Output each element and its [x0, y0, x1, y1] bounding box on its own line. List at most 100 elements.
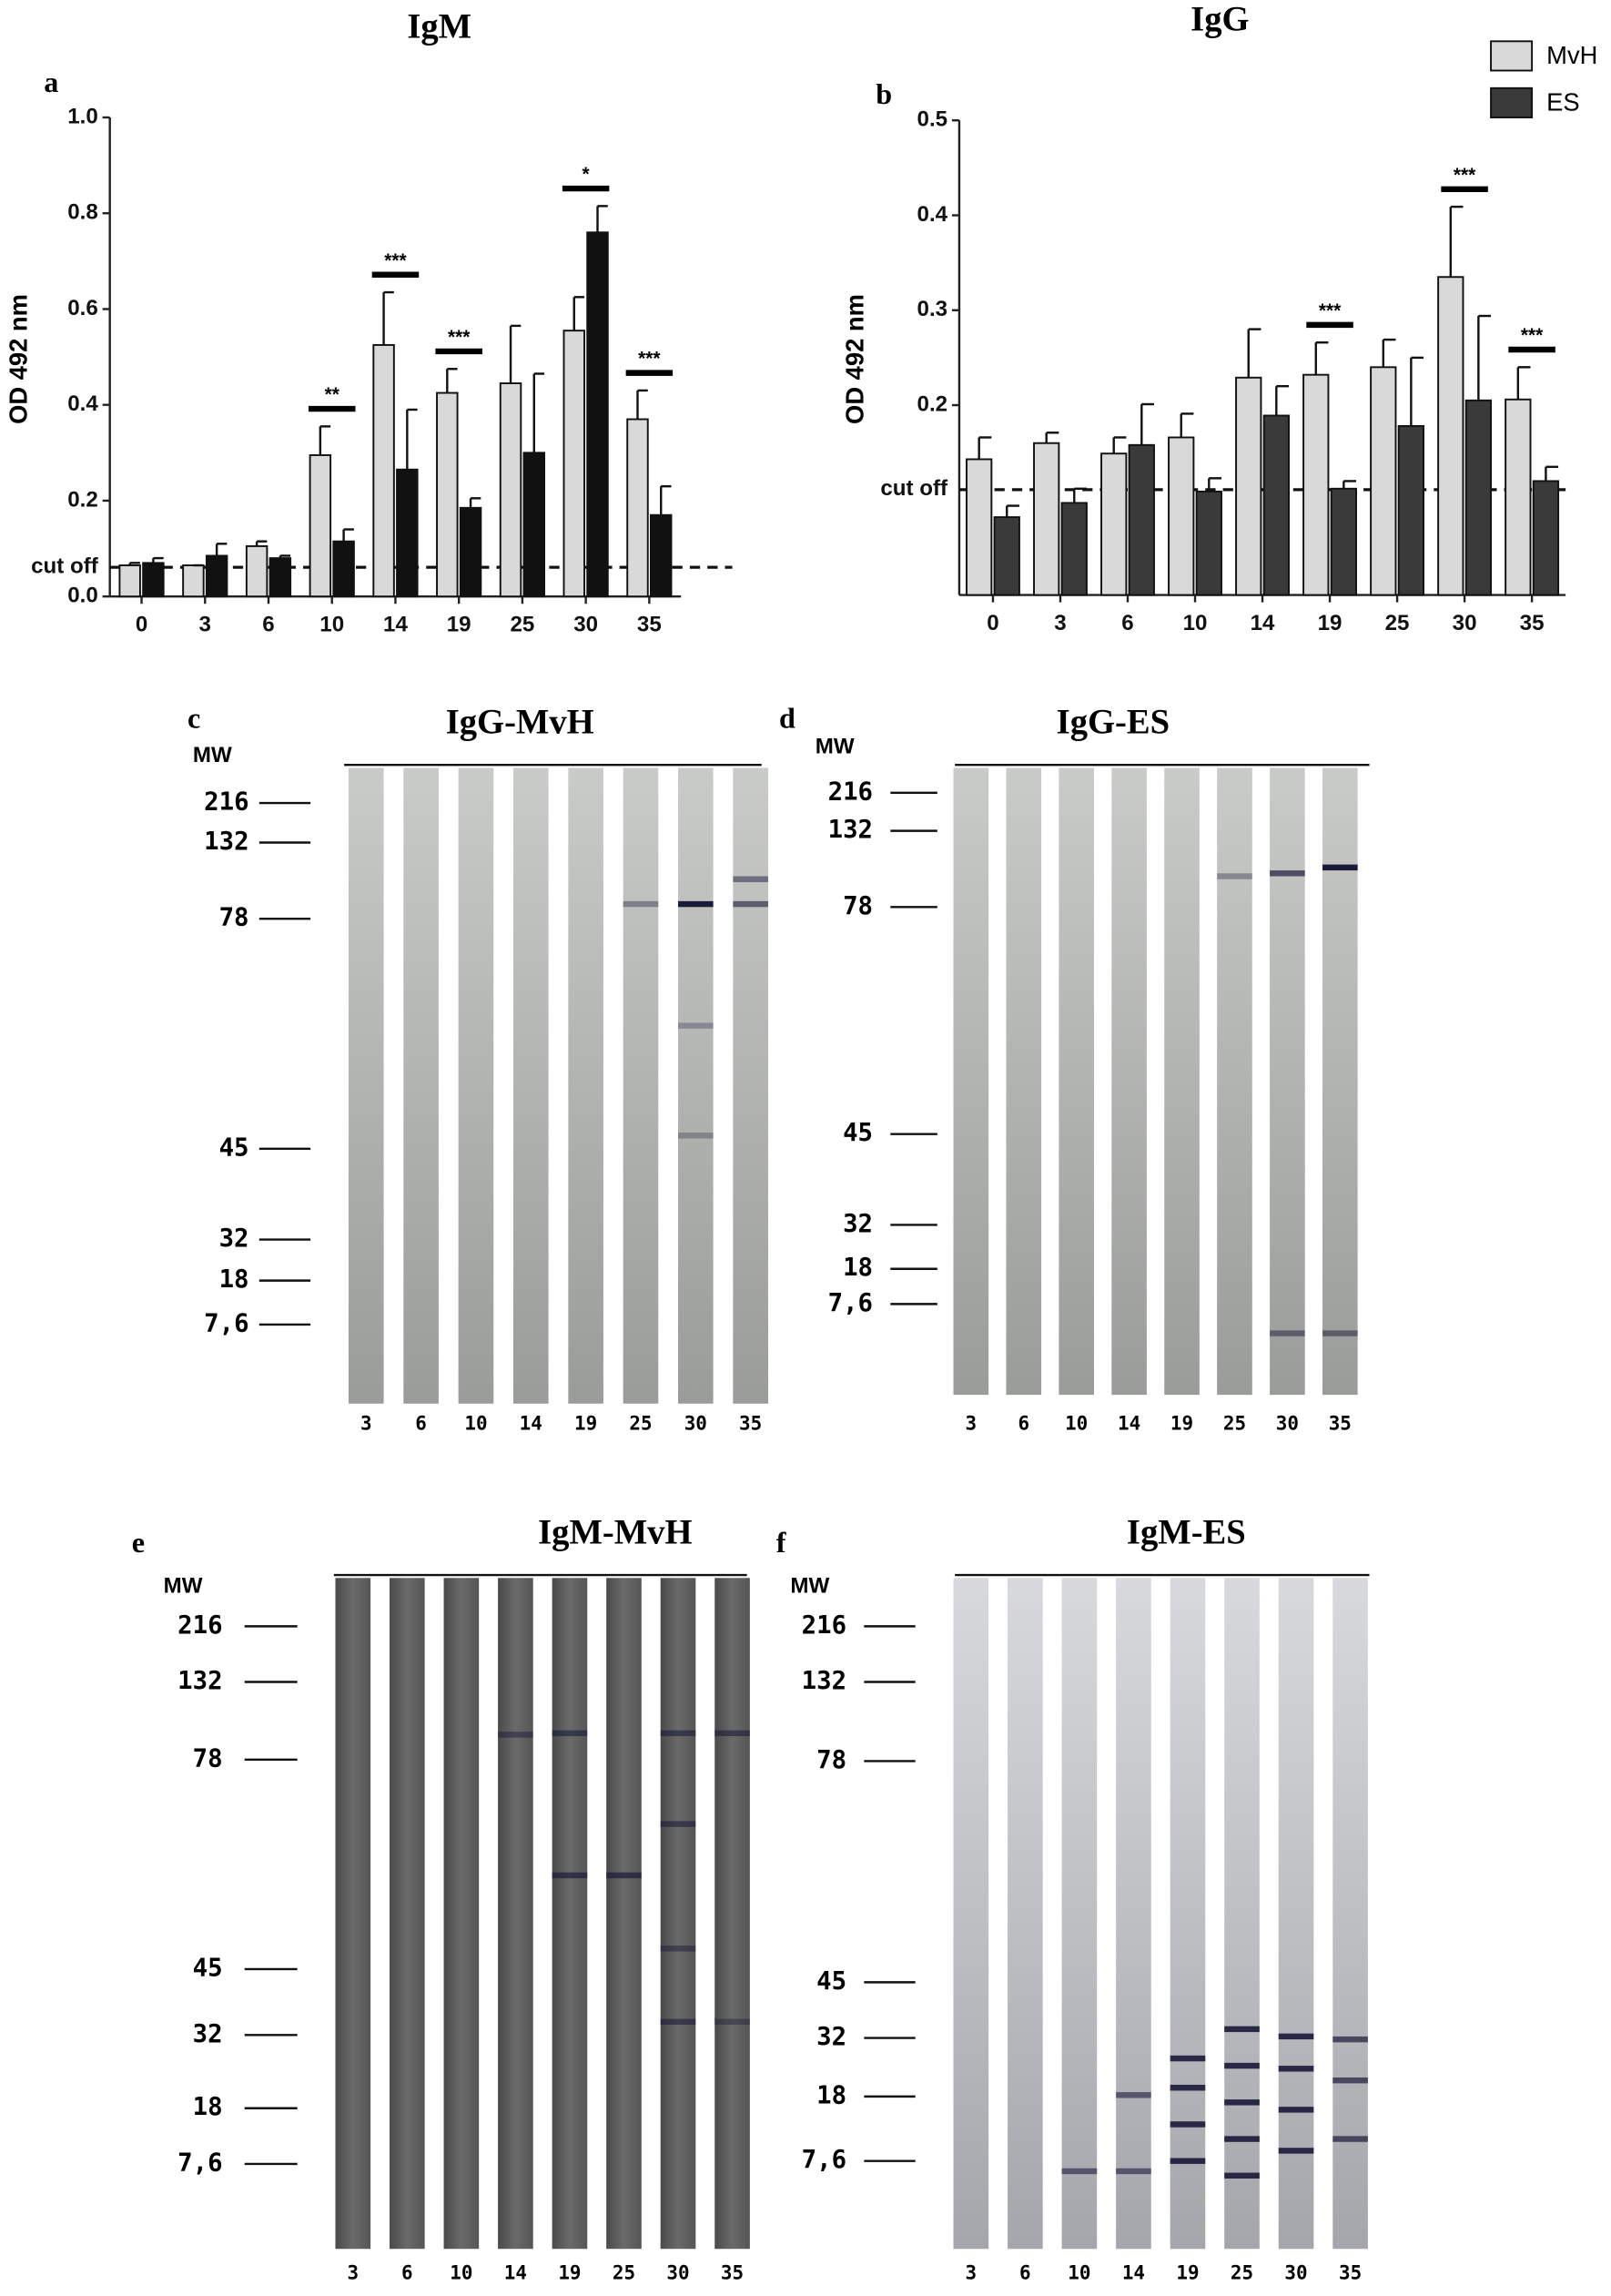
marker-label: 216 [204, 788, 248, 817]
marker-label: 45 [843, 1119, 873, 1147]
x-tick-label: 35 [1520, 611, 1545, 635]
blot-strip [1217, 767, 1252, 1396]
blot-band [678, 1022, 714, 1029]
marker-label: 7,6 [177, 2149, 222, 2177]
blot-band [1170, 2055, 1206, 2062]
blot-band [1170, 2158, 1206, 2164]
x-tick-label: 10 [1183, 611, 1208, 635]
blot-band [678, 1133, 714, 1139]
lane-label: 19 [574, 1412, 597, 1434]
bar: ES [993, 516, 1020, 596]
bar: ES [650, 513, 673, 598]
x-tick-label: 30 [573, 613, 598, 637]
marker-label: 216 [177, 1611, 222, 1640]
blot-strip [1116, 1578, 1151, 2250]
blot-title: IgM-MvH [538, 1513, 692, 1551]
blot-strip [568, 767, 603, 1404]
y-tick-label: 1.0 [67, 104, 98, 128]
blot-band [1270, 1330, 1305, 1336]
lane-label: 30 [1276, 1412, 1299, 1434]
blot-band [1322, 864, 1358, 871]
blot-band [660, 1946, 696, 1952]
marker-label: 18 [193, 2093, 223, 2121]
y-tick-label: 0.2 [67, 487, 98, 512]
blot-strip [953, 767, 989, 1396]
blot-band [1278, 2148, 1314, 2154]
lane-label: 19 [1176, 2262, 1199, 2284]
bar: ES [459, 506, 482, 598]
x-tick-label: 0 [136, 613, 147, 637]
panel-label: a [44, 66, 58, 98]
blot-strip [348, 767, 384, 1404]
blot-strip [1170, 1578, 1206, 2250]
blot-band [1278, 2107, 1314, 2113]
blot-strip [1224, 1578, 1260, 2250]
lane-label: 19 [1170, 1412, 1193, 1434]
bar: MvH [1168, 436, 1195, 596]
bar: MvH [1302, 373, 1330, 596]
marker-label: 132 [802, 1667, 846, 1695]
cutoff-label: cut off [31, 554, 99, 578]
bar: MvH [1235, 376, 1262, 596]
lane-label: 10 [450, 2262, 472, 2284]
blot-title: IgG-MvH [446, 704, 594, 742]
marker-label: 45 [193, 1954, 223, 1982]
bar: ES [332, 540, 355, 598]
y-tick-label: 0.5 [917, 107, 948, 132]
bar: MvH [626, 418, 649, 598]
x-tick-label: 3 [199, 613, 211, 637]
lane-label: 14 [520, 1412, 542, 1434]
lane-label: 30 [684, 1412, 707, 1434]
x-tick-label: 3 [1054, 611, 1066, 635]
mw-label: MW [164, 1573, 203, 1598]
bar: MvH [1370, 366, 1397, 596]
bar: ES [586, 231, 609, 598]
blot-strip [1008, 1578, 1043, 2250]
lane-label: 10 [464, 1412, 487, 1434]
lane-label: 35 [1339, 2262, 1362, 2284]
blot-strip [1322, 767, 1358, 1396]
bar: MvH [309, 453, 332, 598]
x-tick-label: 19 [447, 613, 471, 637]
blot-band [552, 1872, 588, 1879]
blot-strip [1061, 1578, 1098, 2250]
marker-label: 32 [816, 2023, 846, 2051]
y-tick-label: 0.4 [917, 202, 948, 227]
y-tick-label: 0.4 [67, 391, 98, 416]
panel-label: c [187, 701, 200, 734]
significance-label: *** [1454, 165, 1476, 186]
blot-title: IgG-ES [1057, 704, 1170, 742]
lane-label: 6 [401, 2262, 413, 2284]
bar: MvH [182, 564, 205, 598]
marker-label: 18 [843, 1254, 873, 1282]
bar: ES [396, 468, 419, 598]
blot-strip [714, 1578, 750, 2250]
significance-label: *** [638, 349, 661, 370]
blot-strip [1059, 767, 1094, 1396]
blot-band [714, 1730, 750, 1737]
blot-band [1332, 2036, 1368, 2043]
marker-label: 78 [219, 904, 249, 932]
blot-band [1116, 2092, 1151, 2098]
panel-label: d [779, 701, 795, 734]
bar: ES [1464, 399, 1493, 596]
bar: MvH [436, 391, 459, 598]
lane-label: 6 [1018, 1412, 1029, 1434]
blot-band [733, 900, 768, 908]
marker-label: 18 [219, 1265, 249, 1294]
blot-band [606, 1872, 642, 1879]
blot-band [660, 1730, 696, 1737]
lane-label: 10 [1065, 1412, 1088, 1434]
bar: ES [268, 557, 292, 598]
marker-label: 45 [816, 1967, 846, 1996]
lane-label: 25 [613, 2262, 635, 2284]
x-tick-label: 35 [637, 613, 662, 637]
blot-band [660, 2018, 696, 2026]
blot-band [623, 900, 659, 908]
cutoff-label: cut off [880, 476, 948, 501]
blot-strip [623, 767, 659, 1404]
blot-band [1224, 2026, 1260, 2033]
bar: ES [1397, 425, 1425, 596]
mw-label: MW [193, 743, 232, 767]
